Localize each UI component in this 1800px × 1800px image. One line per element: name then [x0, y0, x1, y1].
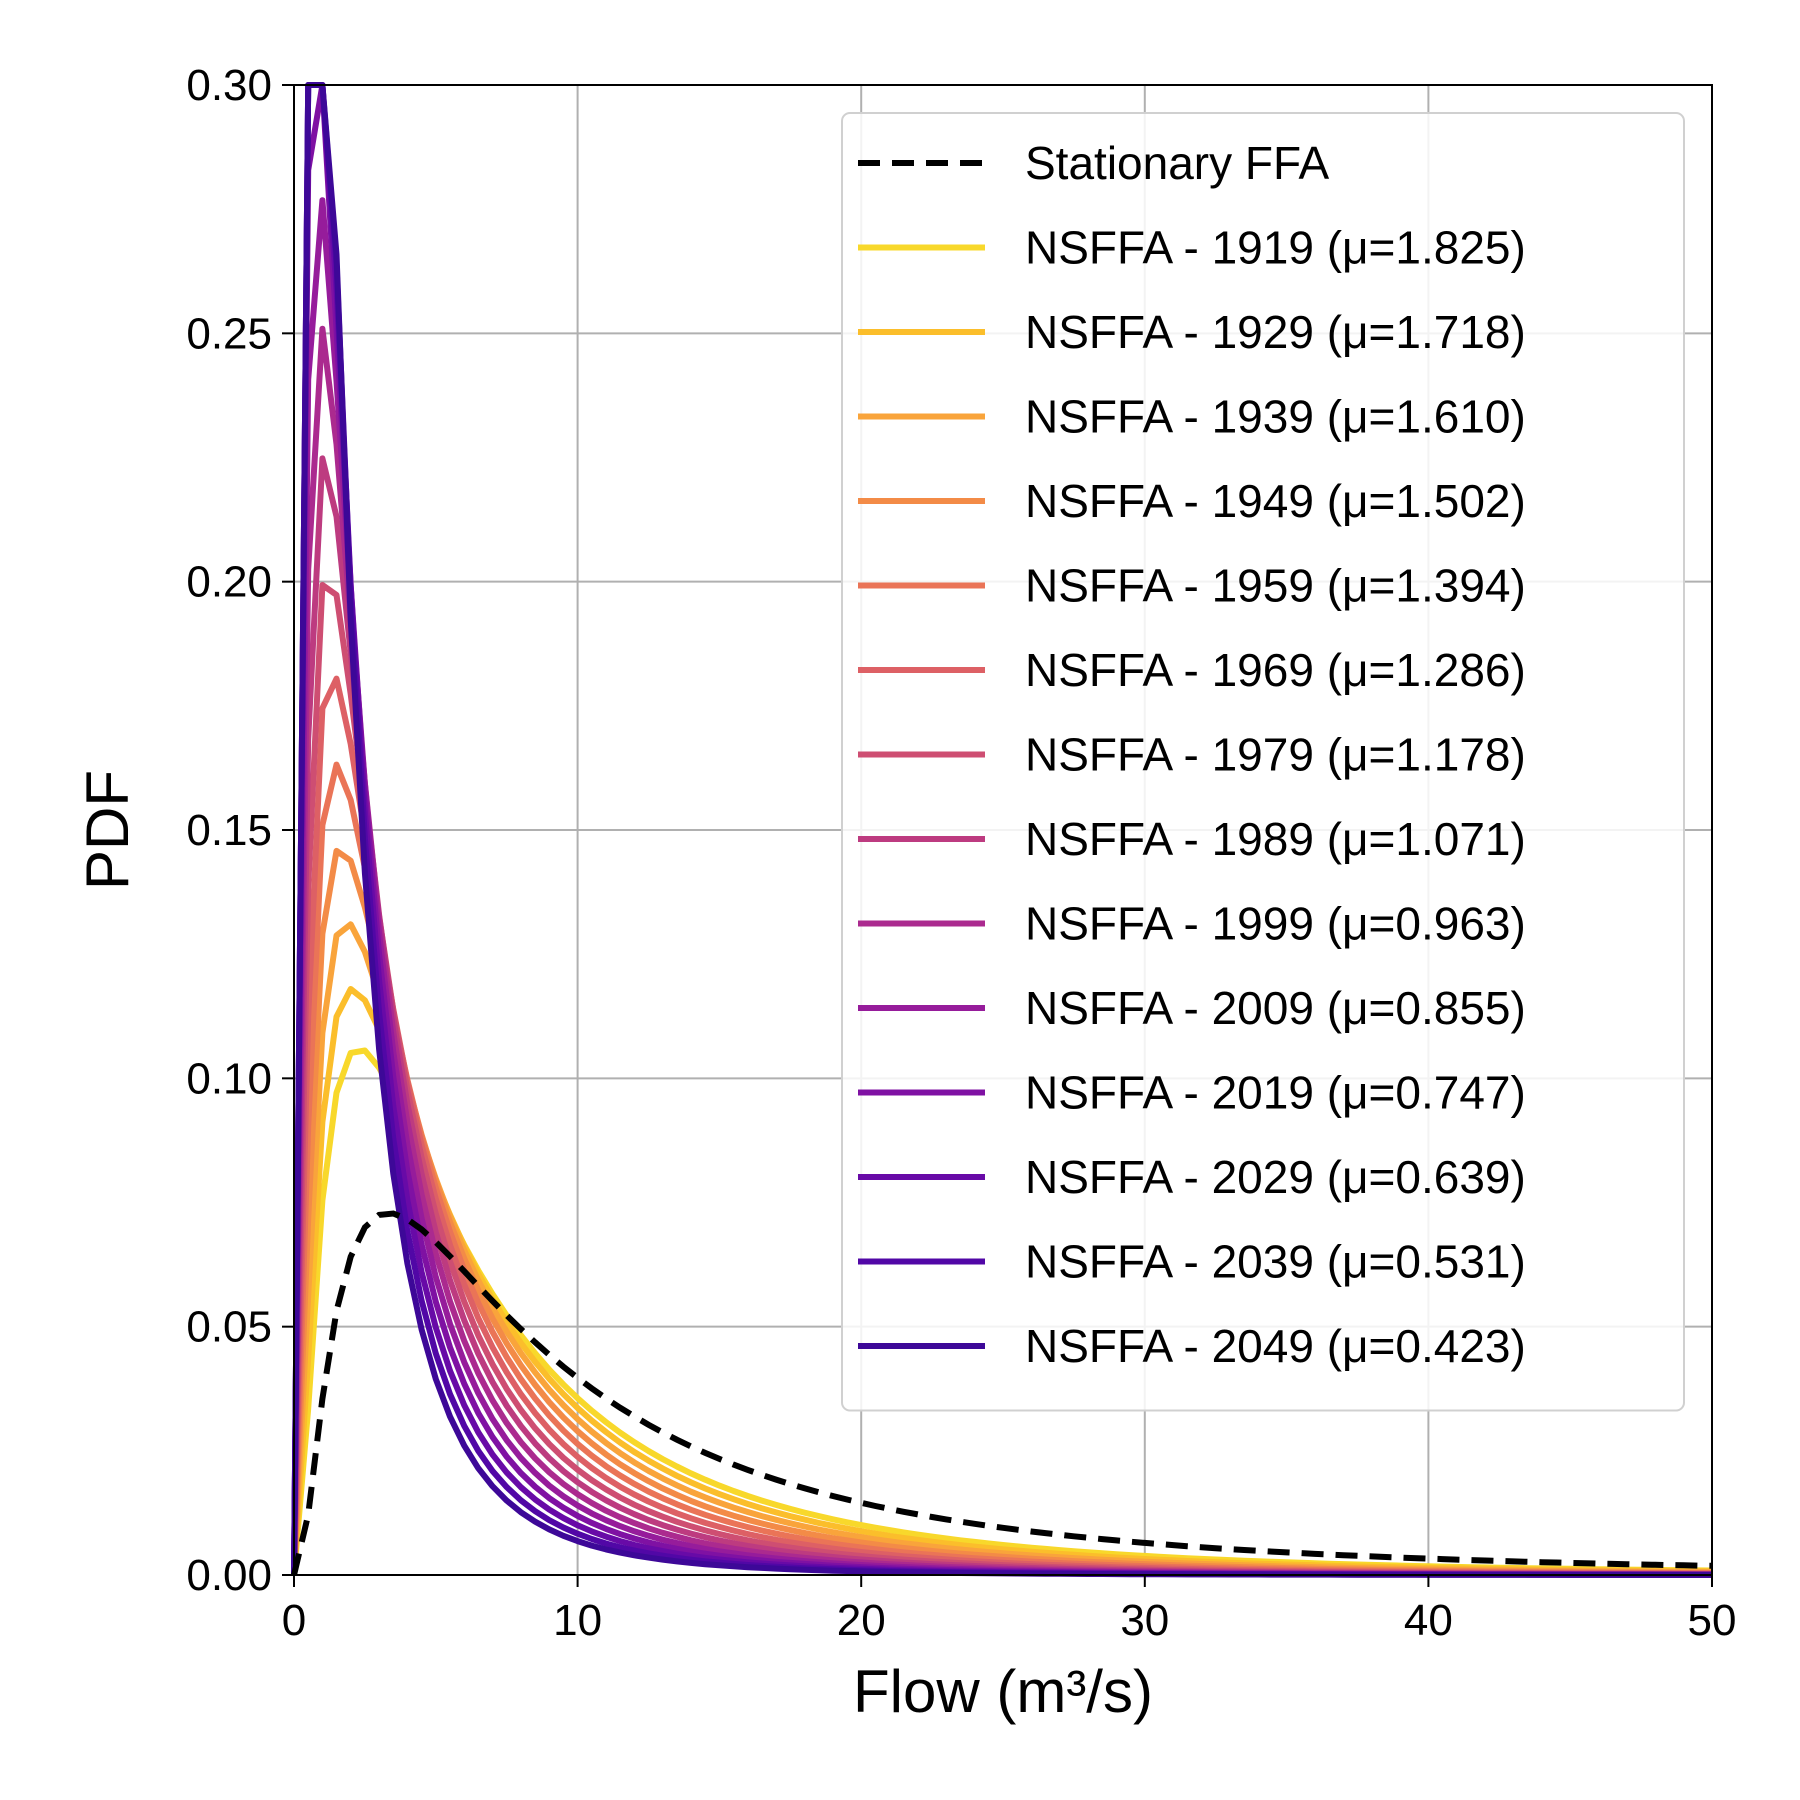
legend-label: NSFFA - 2029 (μ=0.639): [1025, 1151, 1526, 1203]
y-tick-label: 0.20: [186, 558, 272, 607]
y-tick-label: 0.30: [186, 61, 272, 110]
x-axis-label: Flow (m³/s): [853, 1658, 1153, 1725]
y-tick-label: 0.05: [186, 1303, 272, 1352]
legend-label: NSFFA - 1969 (μ=1.286): [1025, 644, 1526, 696]
y-tick-label: 0.10: [186, 1054, 272, 1103]
legend-label: NSFFA - 1959 (μ=1.394): [1025, 560, 1526, 612]
x-tick-label: 50: [1688, 1596, 1737, 1645]
legend-label: NSFFA - 2049 (μ=0.423): [1025, 1320, 1526, 1372]
legend-label: NSFFA - 1949 (μ=1.502): [1025, 475, 1526, 527]
legend-label: NSFFA - 2019 (μ=0.747): [1025, 1067, 1526, 1119]
axis-ticks: 0 10 20 30 40 50 0.00 0.05 0.10 0.15 0.20 0.25 0.30: [186, 61, 1736, 1645]
x-tick-label: 0: [282, 1596, 306, 1645]
legend-label: Stationary FFA: [1025, 137, 1330, 189]
y-axis-label: PDF: [74, 770, 141, 890]
legend-label: NSFFA - 1989 (μ=1.071): [1025, 813, 1526, 865]
legend-label: NSFFA - 2009 (μ=0.855): [1025, 982, 1526, 1034]
y-tick-label: 0.25: [186, 309, 272, 358]
legend-label: NSFFA - 1919 (μ=1.825): [1025, 222, 1526, 274]
stationary-line: [291, 1210, 1713, 1576]
legend-label: NSFFA - 1999 (μ=0.963): [1025, 898, 1526, 950]
x-tick-label: 30: [1120, 1596, 1169, 1645]
legend: Stationary FFA NSFFA - 1919 (μ=1.825) NSFF…: [841, 112, 1685, 1412]
legend-label: NSFFA - 2039 (μ=0.531): [1025, 1236, 1526, 1288]
x-tick-label: 10: [553, 1596, 602, 1645]
x-tick-label: 20: [837, 1596, 886, 1645]
y-tick-label: 0.00: [186, 1551, 272, 1600]
legend-label: NSFFA - 1979 (μ=1.178): [1025, 729, 1526, 781]
x-tick-label: 40: [1404, 1596, 1453, 1645]
legend-label: NSFFA - 1929 (μ=1.718): [1025, 306, 1526, 358]
legend-box: [841, 112, 1685, 1412]
y-tick-label: 0.15: [186, 806, 272, 855]
legend-label: NSFFA - 1939 (μ=1.610): [1025, 391, 1526, 443]
